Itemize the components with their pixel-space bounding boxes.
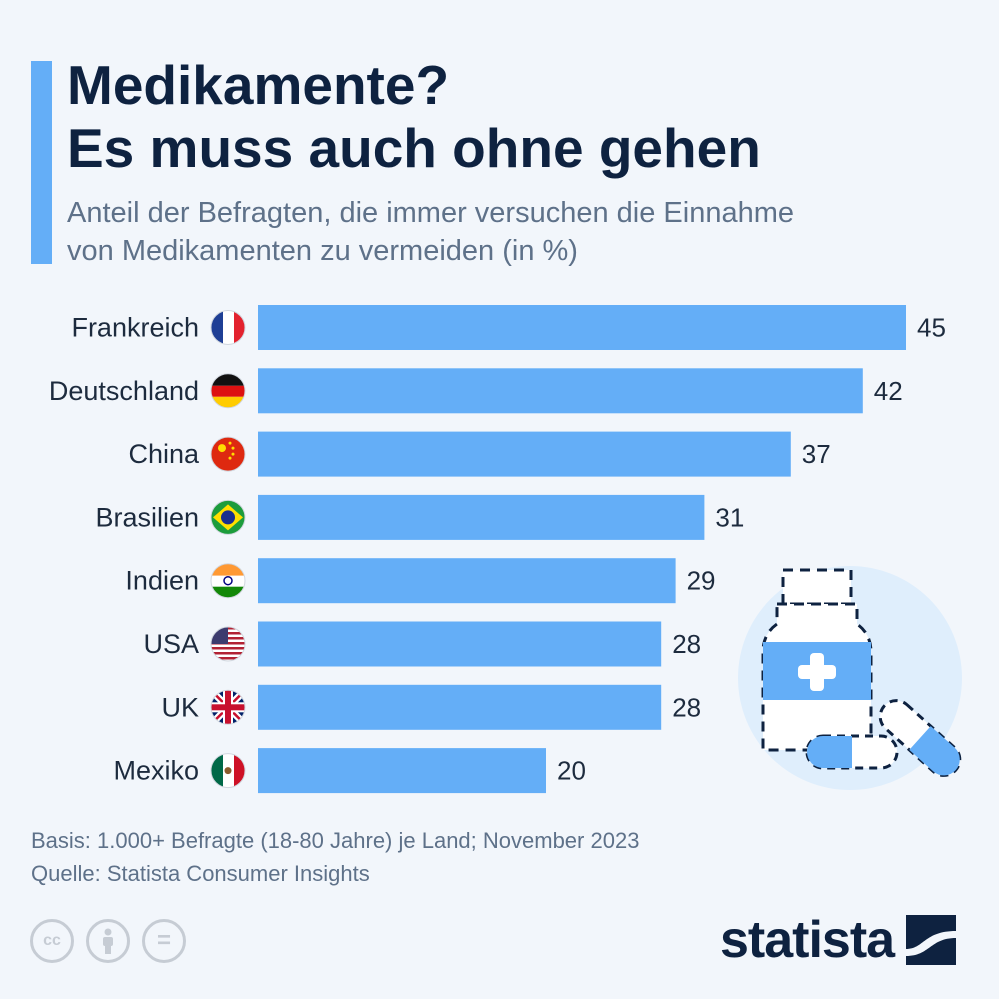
flag-brazil-icon: [210, 499, 246, 535]
category-label: USA: [143, 629, 199, 659]
person-icon: [103, 928, 113, 954]
statista-logo-icon: [906, 915, 957, 965]
value-label: 29: [687, 566, 716, 596]
footer-source: Quelle: Statista Consumer Insights: [31, 861, 370, 886]
bar-uk: [258, 684, 662, 730]
value-label: 37: [802, 439, 831, 469]
bar-indien: [258, 558, 676, 604]
bar-deutschland: [258, 368, 863, 414]
category-label: Frankreich: [71, 313, 199, 343]
license-icons: cc =: [30, 919, 186, 963]
statista-logo[interactable]: statista: [720, 910, 957, 970]
category-label: China: [128, 439, 200, 469]
statista-wordmark: statista: [720, 911, 895, 969]
category-label: Brasilien: [95, 502, 199, 532]
bottle-cap: [781, 568, 853, 606]
bar-usa: [258, 621, 662, 667]
flag-india-icon: [210, 563, 246, 599]
title-accent-bar: [31, 61, 52, 264]
value-label: 42: [874, 376, 903, 406]
capsule-horizontal-half: [807, 736, 852, 768]
value-label: 28: [672, 692, 701, 722]
value-label: 28: [672, 629, 701, 659]
value-label: 45: [917, 313, 946, 343]
footer: Basis: 1.000+ Befragte (18-80 Jahre) je …: [31, 824, 639, 890]
cross-horizontal: [798, 665, 836, 679]
value-label: 31: [715, 502, 744, 532]
category-label: UK: [161, 692, 199, 722]
attribution-person-icon[interactable]: [86, 919, 130, 963]
category-label: Indien: [125, 566, 199, 596]
flag-uk-icon: [210, 689, 246, 725]
title-line-2: Es muss auch ohne gehen: [67, 117, 761, 179]
value-label: 20: [557, 756, 586, 786]
footer-basis: Basis: 1.000+ Befragte (18-80 Jahre) je …: [31, 828, 640, 853]
category-label: Deutschland: [49, 376, 199, 406]
bar-chart: Frankreich 45 Deutschland 42 China 37 Brasilie…: [49, 305, 946, 794]
bar-china: [258, 431, 791, 477]
bar-mexiko: [258, 748, 546, 794]
cc-license-icon[interactable]: cc: [30, 919, 74, 963]
chart-subtitle: Anteil der Befragten, die immer versuche…: [67, 194, 967, 270]
flag-usa-icon: [210, 626, 246, 662]
bar-brasilien: [258, 494, 705, 540]
chart-title: Medikamente? Es muss auch ohne gehen: [67, 54, 761, 180]
subtitle-line-2: von Medikamenten zu vermeiden (in %): [67, 235, 578, 267]
flag-germany-icon: [210, 373, 246, 409]
flag-france-icon: [210, 310, 246, 345]
flag-mexico-icon: [210, 753, 246, 789]
category-label: Mexiko: [113, 756, 199, 786]
no-derivatives-icon[interactable]: =: [142, 919, 186, 963]
flag-china-icon: [210, 436, 246, 472]
subtitle-line-1: Anteil der Befragten, die immer versuche…: [67, 197, 794, 229]
title-line-1: Medikamente?: [67, 54, 450, 116]
medicine-bottle-illustration: [738, 566, 962, 790]
capsule-diagonal: [878, 699, 962, 777]
bar-frankreich: [258, 305, 906, 350]
